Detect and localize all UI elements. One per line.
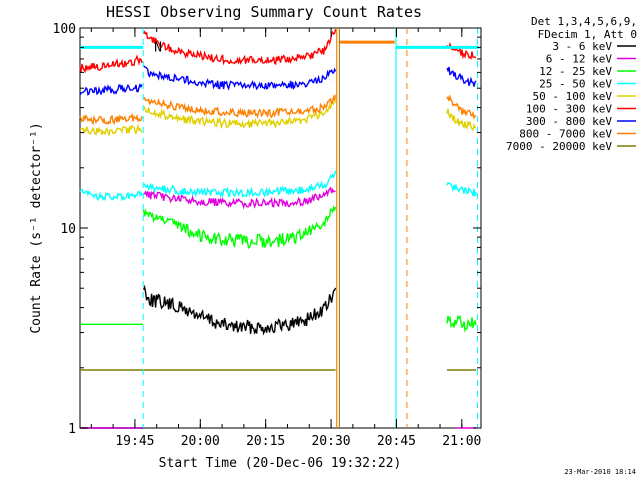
plot-area: 1 10 100 19:45 20:00 20:15 20:30 20:45 21:00 N bbox=[53, 22, 482, 449]
legend-label-8: 7000 - 20000 keV bbox=[506, 140, 612, 153]
series-1 bbox=[80, 186, 477, 429]
x-tick-label-1: 20:00 bbox=[181, 434, 220, 449]
y-tick-label-2: 100 bbox=[53, 22, 76, 37]
y-tick-label-1: 10 bbox=[60, 222, 76, 237]
legend-label-4: 50 - 100 keV bbox=[533, 90, 613, 103]
legend-label-3: 25 - 50 keV bbox=[539, 78, 612, 91]
series-6-segment-0 bbox=[79, 82, 143, 97]
series-4 bbox=[79, 99, 476, 136]
series-0-segment-1 bbox=[142, 284, 337, 336]
series-4-segment-1 bbox=[143, 99, 337, 130]
series-2-segment-2 bbox=[446, 314, 477, 333]
legend-header-1: Det 1,3,4,5,6,9, bbox=[531, 15, 637, 28]
timestamp: 23-Mar-2010 18:14 bbox=[564, 468, 636, 476]
legend-label-0: 3 - 6 keV bbox=[552, 40, 612, 53]
marker-layer bbox=[80, 28, 479, 428]
series-4-segment-0 bbox=[79, 123, 143, 136]
series-3-segment-2 bbox=[446, 181, 477, 197]
series-6-segment-2 bbox=[446, 66, 477, 87]
series-7-segment-1 bbox=[143, 94, 337, 119]
legend-header-2: FDecim 1, Att 0 bbox=[538, 28, 637, 41]
series-0 bbox=[80, 284, 337, 429]
series-6 bbox=[79, 65, 477, 97]
series-6-segment-1 bbox=[143, 65, 337, 91]
legend-label-7: 800 - 7000 keV bbox=[519, 128, 612, 141]
y-axis-label: Count Rate (s⁻¹ detector⁻¹) bbox=[29, 122, 44, 333]
series-5 bbox=[79, 29, 477, 74]
series-5-segment-0 bbox=[79, 54, 143, 74]
legend-label-5: 100 - 300 keV bbox=[526, 103, 612, 116]
series-7 bbox=[79, 40, 477, 126]
legend: Det 1,3,4,5,6,9, FDecim 1, Att 0 3 - 6 k… bbox=[506, 15, 637, 153]
x-tick-label-0: 19:45 bbox=[115, 434, 154, 449]
series-2-segment-1 bbox=[142, 205, 337, 250]
series-3-segment-1 bbox=[143, 170, 337, 198]
chart-title: HESSI Observing Summary Count Rates bbox=[106, 3, 422, 21]
x-tick-label-4: 20:45 bbox=[377, 434, 416, 449]
series-5-segment-1 bbox=[142, 29, 337, 66]
x-tick-label-2: 20:15 bbox=[246, 434, 285, 449]
y-tick-label-0: 1 bbox=[68, 422, 76, 437]
x-tick-label-3: 20:30 bbox=[311, 434, 350, 449]
night-marker-label: N bbox=[154, 40, 162, 55]
series-1-segment-1 bbox=[143, 186, 336, 210]
series-layer bbox=[79, 29, 477, 429]
series-4-segment-2 bbox=[446, 108, 476, 132]
plot-frame bbox=[79, 27, 482, 429]
legend-label-2: 12 - 25 keV bbox=[539, 65, 612, 78]
legend-label-1: 6 - 12 keV bbox=[546, 53, 613, 66]
legend-label-6: 300 - 800 keV bbox=[526, 115, 612, 128]
series-2 bbox=[80, 205, 477, 333]
y-axis: 1 10 100 bbox=[53, 22, 481, 437]
x-axis-label: Start Time (20-Dec-06 19:32:22) bbox=[159, 456, 402, 471]
x-tick-label-5: 21:00 bbox=[442, 434, 481, 449]
series-5-segment-2 bbox=[446, 41, 477, 60]
series-7-segment-0 bbox=[79, 112, 143, 126]
x-axis: 19:45 20:00 20:15 20:30 20:45 21:00 bbox=[90, 28, 481, 449]
series-3 bbox=[79, 170, 477, 202]
series-7-segment-3 bbox=[446, 94, 477, 120]
series-3-segment-0 bbox=[79, 188, 143, 202]
